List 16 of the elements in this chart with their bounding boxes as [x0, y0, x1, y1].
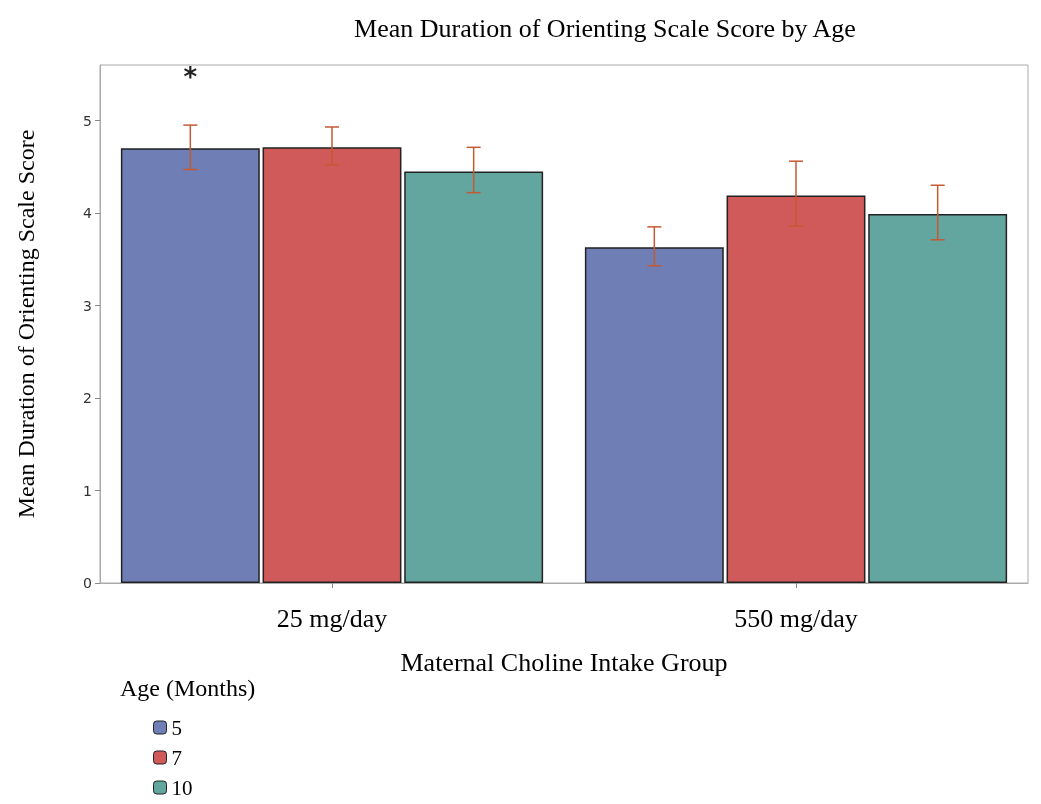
legend-title: Age (Months) — [120, 675, 256, 701]
y-tick-label: 3 — [83, 297, 92, 314]
y-tick-label: 2 — [83, 390, 92, 406]
x-tick-label: 550 mg/day — [734, 603, 858, 633]
y-tick-label: 0 — [83, 575, 92, 591]
y-tick-label: 4 — [83, 205, 93, 221]
legend-label: 5 — [171, 715, 182, 740]
y-tick-label: 1 — [83, 482, 92, 499]
annotation: * — [183, 62, 198, 92]
y-tick-label: 5 — [83, 112, 92, 129]
legend-label: 7 — [171, 745, 182, 770]
legend-label: 10 — [171, 775, 193, 800]
chart-title: Mean Duration of Orienting Scale Score by Age — [354, 13, 856, 43]
y-axis-title: Mean Duration of Orienting Scale Score — [13, 129, 39, 519]
x-tick-label: 25 mg/day — [276, 603, 388, 633]
x-axis-title: Maternal Choline Intake Group — [400, 647, 728, 677]
